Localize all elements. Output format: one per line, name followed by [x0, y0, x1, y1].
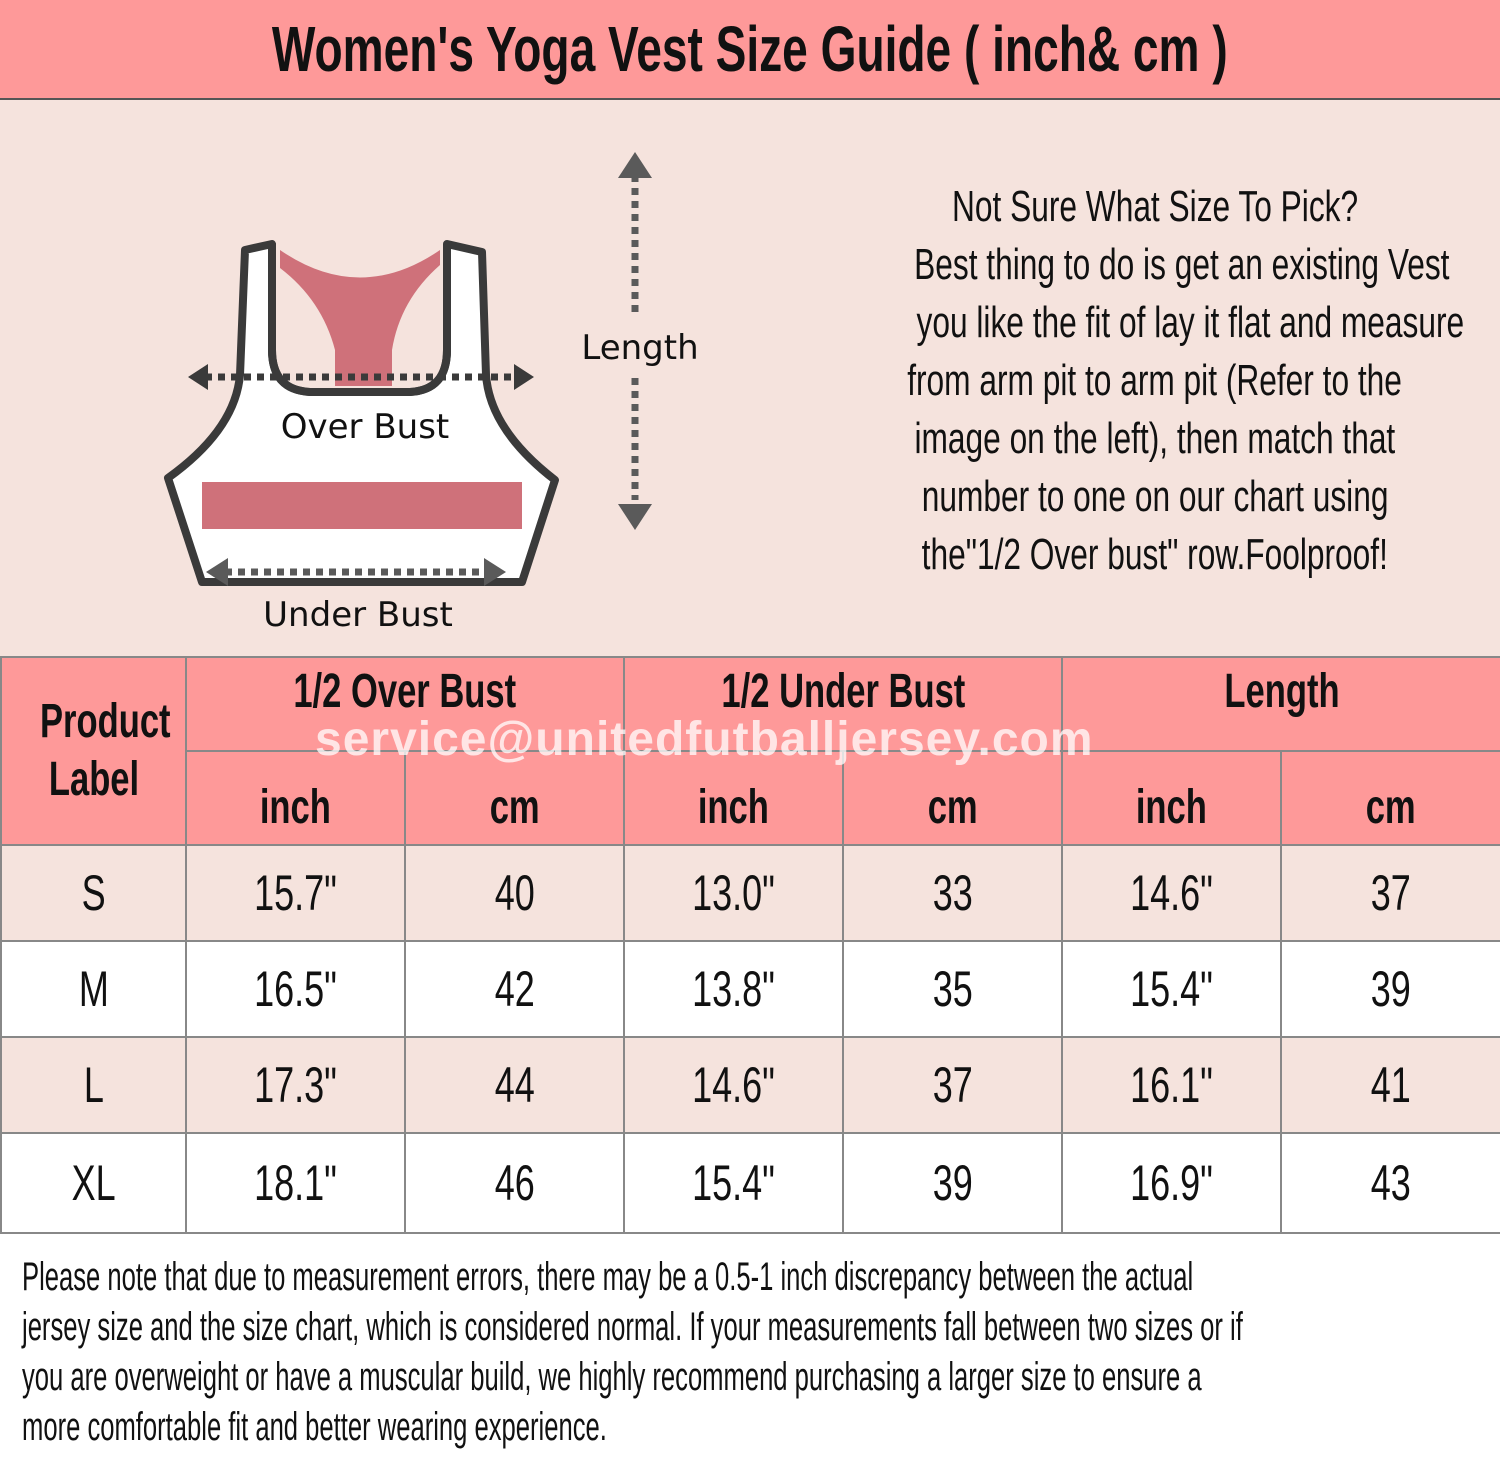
- cell: 13.0": [692, 865, 775, 921]
- cell: 39: [1370, 961, 1412, 1017]
- size-label: XL: [71, 1155, 116, 1211]
- unit-header: inch: [623, 750, 844, 846]
- cell: 16.9": [1130, 1155, 1213, 1211]
- table-row: S 15.7" 40 13.0" 33 14.6" 37: [0, 844, 1500, 942]
- tip-line: Not Sure What Size To Pick?: [951, 182, 1359, 231]
- tip-line: image on the left), then match that: [914, 414, 1396, 463]
- tip-line: the"1/2 Over bust" row.Foolproof!: [921, 530, 1389, 579]
- cell: 16.5": [254, 961, 337, 1017]
- group-header-length: Length: [1061, 656, 1500, 752]
- unit-header: cm: [842, 750, 1063, 846]
- cell: 14.6": [692, 1057, 775, 1113]
- measurement-note: Please note that due to measurement erro…: [22, 1252, 1492, 1452]
- size-label: M: [78, 961, 109, 1017]
- group-header-over-bust: 1/2 Over Bust: [185, 656, 625, 752]
- size-label: L: [83, 1057, 104, 1113]
- cell: 13.8": [692, 961, 775, 1017]
- cell: 18.1": [254, 1155, 337, 1211]
- under-bust-label: Under Bust: [263, 595, 453, 635]
- tip-line: number to one on our chart using: [921, 472, 1389, 521]
- over-bust-arrow-icon: [188, 364, 534, 390]
- cell: 37: [932, 1057, 973, 1113]
- tip-line: Best thing to do is get an existing Vest: [914, 240, 1450, 289]
- unit-header: cm: [404, 750, 625, 846]
- cell: 41: [1370, 1057, 1412, 1113]
- cell: 46: [494, 1155, 535, 1211]
- unit-header: inch: [1061, 750, 1282, 846]
- cell: 43: [1370, 1155, 1412, 1211]
- size-table: Product Label 1/2 Over Bust 1/2 Under Bu…: [0, 656, 1500, 1234]
- length-arrow-icon: [618, 152, 652, 530]
- cell: 14.6": [1130, 865, 1213, 921]
- size-label: S: [81, 865, 106, 921]
- cell: 15.4": [692, 1155, 775, 1211]
- length-label: Length: [581, 328, 698, 368]
- cell: 39: [932, 1155, 973, 1211]
- illustration-panel: Over Bust Under Bust Length Not Sure Wha…: [0, 100, 1500, 656]
- vest-icon: [164, 240, 559, 586]
- table-row: L 17.3" 44 14.6" 37 16.1" 41: [0, 1036, 1500, 1134]
- vest-diagram: Over Bust Under Bust Length: [164, 152, 699, 635]
- cell: 37: [1370, 865, 1412, 921]
- unit-header: cm: [1280, 750, 1500, 846]
- under-bust-arrow-icon: [206, 558, 506, 586]
- note-line: you are overweight or have a muscular bu…: [22, 1355, 1202, 1399]
- page-title: Women's Yoga Vest Size Guide ( inch& cm …: [272, 13, 1228, 85]
- title-bar: Women's Yoga Vest Size Guide ( inch& cm …: [0, 0, 1500, 100]
- cell: 42: [494, 961, 535, 1017]
- cell: 35: [932, 961, 973, 1017]
- tip-line: from arm pit to arm pit (Refer to the: [907, 356, 1403, 405]
- table-row: M 16.5" 42 13.8" 35 15.4" 39: [0, 940, 1500, 1038]
- cell: 16.1": [1130, 1057, 1213, 1113]
- tip-line: you like the fit of lay it flat and meas…: [916, 298, 1465, 347]
- product-label-header: Product Label: [0, 656, 187, 846]
- note-line: Please note that due to measurement erro…: [22, 1255, 1194, 1299]
- note-line: jersey size and the size chart, which is…: [22, 1305, 1243, 1349]
- cell: 44: [494, 1057, 535, 1113]
- over-bust-label: Over Bust: [281, 407, 450, 447]
- cell: 40: [494, 865, 535, 921]
- cell: 15.4": [1130, 961, 1213, 1017]
- sizing-tip: Not Sure What Size To Pick? Best thing t…: [810, 178, 1500, 584]
- note-line: more comfortable fit and better wearing …: [22, 1405, 607, 1449]
- table-row: XL 18.1" 46 15.4" 39 16.9" 43: [0, 1132, 1500, 1234]
- cell: 17.3": [254, 1057, 337, 1113]
- unit-header: inch: [185, 750, 406, 846]
- cell: 33: [932, 865, 973, 921]
- cell: 15.7": [254, 865, 337, 921]
- group-header-under-bust: 1/2 Under Bust: [623, 656, 1063, 752]
